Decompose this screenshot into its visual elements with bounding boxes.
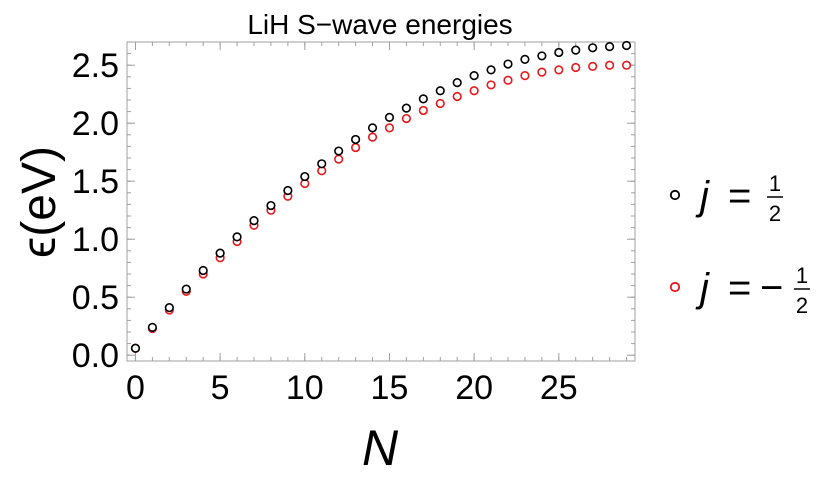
legend-variable: j — [695, 266, 710, 310]
data-point-series-2 — [604, 60, 615, 70]
data-point-series-1 — [300, 171, 310, 182]
y-axis-label: ϵ(eV) — [13, 146, 66, 258]
y-tick-label: 1.0 — [72, 221, 119, 259]
data-point-series-2 — [384, 123, 395, 133]
data-point-series-1 — [249, 216, 259, 226]
data-point-series-2 — [401, 113, 412, 124]
data-point-series-1 — [418, 94, 428, 104]
data-point-series-2 — [588, 61, 598, 71]
legend-variable: j — [695, 174, 710, 218]
data-point-series-1 — [401, 103, 412, 113]
data-point-series-2 — [621, 60, 632, 70]
x-tick-label: 25 — [540, 369, 578, 407]
data-point-series-1 — [232, 232, 242, 242]
data-point-series-1 — [588, 43, 598, 53]
data-point-series-2 — [469, 86, 479, 96]
data-point-series-1 — [181, 284, 191, 294]
data-point-series-1 — [367, 123, 378, 133]
x-axis-label: N — [362, 420, 399, 476]
data-point-series-1 — [147, 322, 157, 332]
legend: j = 12j = −12 — [669, 171, 810, 318]
y-axis: 0.0 0.5 1.0 1.5 2.0 2.5 — [72, 47, 635, 375]
legend-fraction-numerator: 1 — [769, 171, 781, 196]
data-point-series-2 — [351, 142, 361, 153]
data-point-series-1 — [554, 47, 564, 58]
x-tick-label: 15 — [371, 369, 409, 407]
y-tick-label: 2.5 — [72, 47, 119, 85]
data-point-series-2 — [334, 154, 344, 164]
data-point-series-1 — [537, 51, 547, 61]
data-point-series-1 — [198, 265, 208, 276]
x-tick-label: 0 — [126, 369, 145, 407]
legend-marker — [669, 189, 681, 201]
legend-fraction-denominator: 2 — [769, 201, 781, 226]
data-point-series-1 — [317, 159, 327, 169]
x-tick-label: 10 — [286, 369, 324, 407]
data-point-series-1 — [351, 134, 361, 145]
legend-fraction-numerator: 1 — [796, 263, 808, 288]
data-point-series-1 — [215, 248, 225, 258]
data-point-series-1 — [435, 86, 445, 96]
data-point-series-1 — [503, 59, 513, 69]
y-tick-label: 1.5 — [72, 163, 119, 201]
chart-title: LiH S−wave energies — [247, 9, 512, 40]
data-point-series-1 — [486, 65, 496, 75]
data-point-series-2 — [554, 65, 564, 75]
data-point-series-1 — [266, 200, 276, 211]
data-point-series-1 — [621, 40, 632, 51]
data-point-series-2 — [435, 98, 445, 109]
legend-equals: = — [728, 266, 751, 310]
data-points — [130, 40, 632, 353]
data-point-series-2 — [452, 91, 462, 102]
data-point-series-2 — [486, 80, 496, 90]
data-point-series-2 — [571, 62, 581, 73]
y-tick-label: 0.5 — [72, 279, 119, 317]
legend-equals: = — [728, 174, 751, 218]
y-tick-label: 0.0 — [72, 337, 119, 375]
data-point-series-1 — [469, 71, 479, 81]
data-point-series-1 — [520, 54, 530, 65]
legend-fraction-denominator: 2 — [796, 293, 808, 318]
data-point-series-1 — [452, 77, 462, 88]
x-tick-label: 20 — [455, 369, 493, 407]
data-point-series-1 — [130, 343, 141, 353]
data-point-series-1 — [604, 42, 615, 52]
data-point-series-1 — [384, 112, 395, 122]
data-point-series-2 — [503, 75, 513, 85]
data-point-series-2 — [520, 71, 530, 81]
plot-frame — [126, 41, 636, 362]
data-point-series-2 — [418, 105, 428, 116]
x-axis: 0 5 10 15 20 25 — [126, 42, 628, 407]
legend-minus-sign: − — [760, 266, 783, 310]
data-point-series-1 — [571, 45, 581, 55]
data-point-series-1 — [283, 185, 293, 196]
data-point-series-2 — [537, 67, 547, 77]
data-point-series-1 — [334, 146, 344, 156]
data-point-series-2 — [367, 132, 378, 142]
legend-marker — [669, 281, 681, 293]
data-point-series-1 — [164, 303, 174, 313]
x-tick-label: 5 — [211, 369, 230, 407]
y-tick-label: 2.0 — [72, 105, 119, 143]
